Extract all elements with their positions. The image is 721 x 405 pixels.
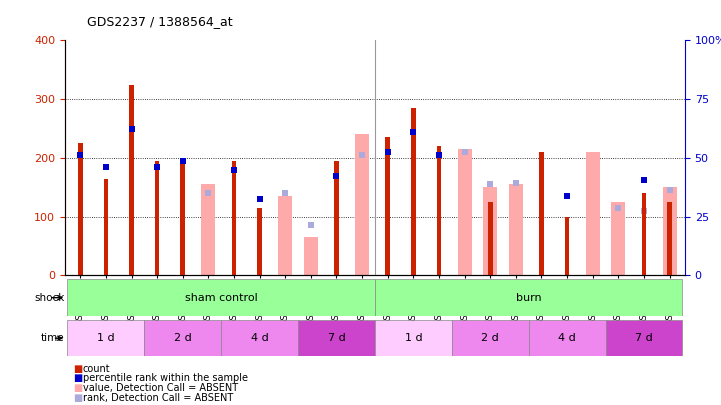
Text: time: time [41,333,64,343]
Bar [483,187,497,275]
Bar [221,320,298,356]
Bar [642,193,646,275]
Text: 1 d: 1 d [404,333,423,343]
Bar [334,161,339,275]
Text: 7 d: 7 d [327,333,345,343]
Text: ■: ■ [74,373,83,383]
Text: burn: burn [516,293,541,303]
Bar [667,202,672,275]
Text: ■: ■ [74,364,83,373]
Bar [257,208,262,275]
Bar [411,108,416,275]
Bar [509,184,523,275]
Bar [180,158,185,275]
Bar [129,85,134,275]
Text: rank, Detection Call = ABSENT: rank, Detection Call = ABSENT [83,393,233,403]
Bar [375,320,452,356]
Bar [611,202,625,275]
Text: sham control: sham control [185,293,257,303]
Bar [304,237,318,275]
Bar [155,161,159,275]
Text: 2 d: 2 d [174,333,192,343]
Text: ■: ■ [74,383,83,393]
Bar [78,143,83,275]
Bar [298,320,375,356]
Bar [375,279,682,316]
Bar [355,134,369,275]
Bar [68,320,144,356]
Text: count: count [83,364,110,373]
Text: 1 d: 1 d [97,333,115,343]
Bar [231,161,236,275]
Bar [201,184,216,275]
Bar [68,279,375,316]
Text: 7 d: 7 d [635,333,653,343]
Bar [528,320,606,356]
Bar [452,320,528,356]
Text: value, Detection Call = ABSENT: value, Detection Call = ABSENT [83,383,238,393]
Bar [488,202,492,275]
Bar [585,152,600,275]
Text: percentile rank within the sample: percentile rank within the sample [83,373,248,383]
Bar [565,217,570,275]
Bar [386,137,390,275]
Text: 2 d: 2 d [482,333,499,343]
Text: shock: shock [34,293,64,303]
Text: 4 d: 4 d [558,333,576,343]
Bar [278,196,292,275]
Bar [437,146,441,275]
Bar [458,149,472,275]
Bar [144,320,221,356]
Text: GDS2237 / 1388564_at: GDS2237 / 1388564_at [87,15,232,28]
Bar [606,320,682,356]
Bar [539,152,544,275]
Text: ■: ■ [74,393,83,403]
Text: 4 d: 4 d [251,333,268,343]
Bar [663,187,676,275]
Bar [104,179,108,275]
